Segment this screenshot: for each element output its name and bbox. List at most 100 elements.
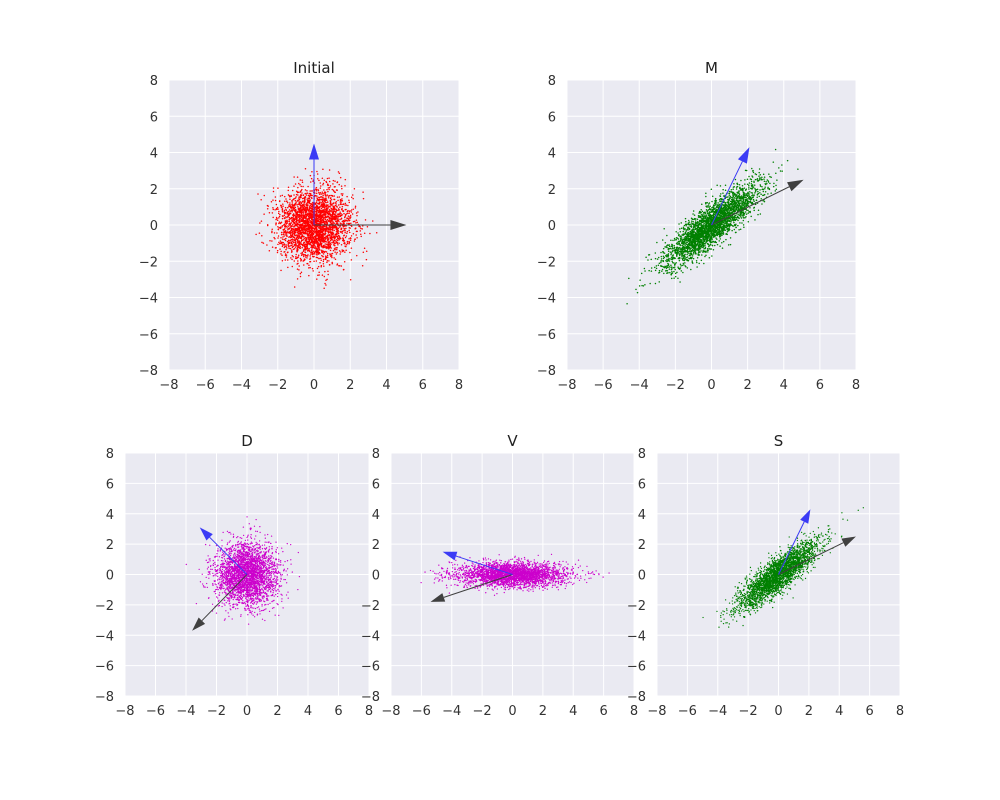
scatter-point (326, 237, 329, 239)
scatter-point (340, 193, 343, 195)
scatter-point (679, 228, 681, 230)
scatter-point (667, 250, 670, 252)
scatter-point (309, 211, 311, 213)
scatter-point (786, 159, 789, 162)
scatter-point (316, 197, 318, 199)
scatter-point (286, 219, 288, 221)
scatter-point (323, 212, 325, 214)
scatter-point (305, 192, 307, 195)
scatter-point (364, 219, 367, 221)
scatter-point (277, 226, 279, 228)
scatter-point (306, 214, 308, 216)
scatter-point (345, 208, 347, 211)
scatter-point (287, 220, 289, 223)
scatter-point (294, 246, 297, 248)
scatter-point (704, 214, 706, 216)
scatter-point (339, 199, 342, 202)
scatter-point (344, 204, 346, 206)
scatter-point (655, 267, 658, 270)
scatter-point (705, 195, 707, 198)
scatter-point (333, 198, 335, 201)
scatter-point (306, 198, 308, 200)
scatter-point (349, 214, 352, 217)
scatter-point (315, 212, 317, 214)
scatter-point (282, 205, 284, 207)
scatter-point (276, 219, 279, 222)
scatter-point (775, 184, 777, 187)
scatter-point (328, 260, 330, 262)
scatter-point (331, 204, 333, 207)
scatter-point (675, 231, 677, 233)
scatter-point (300, 216, 302, 218)
scatter-point (323, 179, 326, 181)
scatter-point (724, 184, 727, 186)
scatter-point (337, 217, 339, 219)
scatter-point (321, 274, 324, 276)
scatter-point (322, 246, 324, 249)
scatter-point (639, 279, 641, 281)
scatter-point (336, 221, 339, 223)
scatter-point (327, 205, 330, 208)
scatter-point (274, 208, 276, 211)
scatter-point (738, 214, 741, 217)
scatter-point (334, 251, 336, 253)
scatter-point (732, 188, 734, 190)
scatter-point (318, 179, 320, 182)
scatter-point (334, 239, 336, 242)
scatter-point (309, 255, 311, 257)
scatter-point (276, 217, 278, 220)
scatter-point (350, 235, 353, 237)
scatter-point (679, 281, 681, 283)
scatter-point (283, 230, 285, 232)
scatter-point (302, 249, 305, 251)
scatter-point (719, 211, 721, 214)
scatter-point (748, 186, 750, 188)
scatter-point (752, 171, 755, 174)
scatter-point (325, 208, 328, 210)
scatter-point (685, 243, 687, 245)
scatter-point (338, 226, 341, 228)
scatter-point (296, 238, 298, 241)
scatter-point (315, 222, 318, 225)
scatter-point (775, 188, 778, 190)
scatter-point (738, 190, 740, 193)
scatter-point (280, 237, 282, 239)
scatter-point (300, 237, 303, 240)
scatter-point (288, 204, 291, 206)
scatter-point (319, 182, 321, 184)
scatter-point (343, 240, 345, 242)
scatter-point (680, 242, 683, 245)
scatter-point (674, 265, 676, 267)
scatter-point (288, 216, 291, 219)
scatter-point (287, 251, 289, 253)
scatter-point (339, 230, 342, 233)
scatter-point (322, 235, 325, 237)
scatter-point (263, 194, 266, 197)
scatter-point (313, 241, 315, 244)
scatter-point (348, 229, 350, 232)
scatter-point (678, 234, 680, 236)
scatter-point (332, 179, 335, 182)
scatter-point (330, 234, 333, 236)
scatter-point (306, 238, 308, 240)
scatter-point (284, 200, 286, 202)
scatter-point (335, 209, 338, 212)
scatter-point (284, 220, 287, 222)
scatter-point (310, 241, 313, 244)
scatter-point (317, 202, 319, 205)
scatter-point (356, 221, 359, 224)
scatter-point (324, 231, 326, 233)
scatter-point (304, 248, 306, 250)
scatter-point (329, 185, 332, 187)
scatter-point (343, 229, 345, 232)
scatter-point (296, 229, 298, 231)
scatter-point (306, 243, 308, 245)
scatter-point (285, 256, 288, 258)
scatter-point (335, 239, 338, 241)
scatter-series (626, 148, 799, 305)
scatter-point (344, 245, 346, 247)
scatter-point (291, 231, 294, 233)
scatter-point (302, 260, 304, 262)
scatter-point (690, 225, 693, 228)
scatter-point (289, 217, 292, 220)
